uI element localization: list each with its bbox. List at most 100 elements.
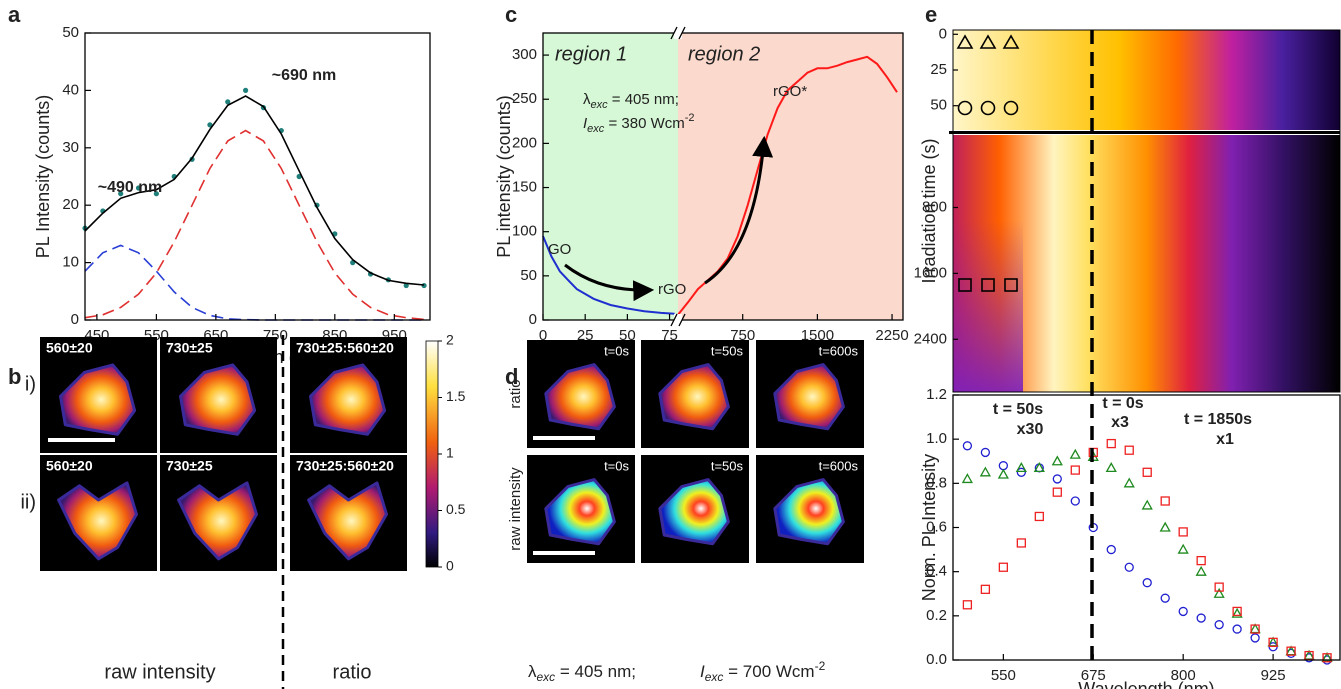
y-tick-label: 0 — [529, 311, 537, 328]
data-point — [118, 191, 124, 197]
triangle-marker — [956, 34, 974, 49]
image-title: 730±25 — [166, 458, 213, 474]
axis-break — [670, 313, 678, 327]
data-point — [207, 122, 213, 128]
image-title: 730±25:560±20 — [296, 458, 394, 474]
data-point — [1124, 562, 1134, 572]
region-label: region 1 — [555, 43, 627, 65]
data-point — [962, 600, 973, 610]
y-tick-label: 40 — [62, 81, 79, 98]
y-tick-label: 0 — [939, 25, 947, 42]
annotation: ~690 nm — [272, 67, 336, 84]
image-title: t=600s — [819, 458, 859, 473]
y-tick-label: 800 — [922, 198, 947, 215]
data-point — [403, 282, 409, 289]
data-point — [1105, 462, 1117, 473]
y-axis-label: PL intensity (counts) — [494, 95, 514, 257]
panel-label: b — [8, 364, 21, 389]
y-tick-label: 1.2 — [926, 386, 947, 403]
data-point — [998, 461, 1009, 471]
legend-label: t = 1850s — [1184, 411, 1252, 428]
panel-label: c — [505, 2, 517, 27]
data-point — [1249, 623, 1261, 634]
square-marker — [1004, 278, 1018, 292]
colorbar-tick-label: 0.5 — [446, 501, 466, 517]
data-point — [961, 473, 973, 484]
particle-image — [59, 363, 137, 436]
data-point — [1213, 587, 1225, 598]
square-marker — [981, 278, 995, 292]
text-part: -2 — [685, 112, 695, 124]
y-tick-label: 25 — [930, 61, 947, 78]
y-tick-label: 0 — [71, 311, 79, 328]
image-title: t=600s — [819, 343, 859, 358]
image-title: 560±20 — [46, 340, 93, 356]
particle-image — [57, 481, 138, 561]
particle-image — [544, 478, 616, 546]
data-point — [1033, 462, 1045, 473]
y-tick-label: 150 — [512, 179, 537, 196]
y-tick-label: 50 — [62, 24, 79, 41]
legend-scale: x1 — [1216, 431, 1234, 448]
data-line — [542, 235, 675, 315]
x-tick-label: 2250 — [875, 327, 908, 344]
data-point — [1052, 474, 1062, 484]
x-tick-label: 800 — [1171, 667, 1196, 684]
circle-marker — [957, 100, 973, 116]
text-part: = 405 nm; — [608, 91, 679, 108]
y-tick-label: 0.2 — [926, 607, 947, 624]
y-tick-label: 30 — [62, 139, 79, 156]
particle-image — [179, 363, 257, 436]
data-point — [1015, 462, 1027, 473]
region-1 — [543, 33, 678, 320]
image-title: 560±20 — [46, 458, 93, 474]
y-tick-label: 200 — [512, 134, 537, 151]
region-label: region 2 — [688, 43, 760, 65]
y-axis-label: PL Intensity (counts) — [33, 95, 53, 258]
data-point — [980, 447, 991, 458]
y-tick-label: 0.8 — [926, 474, 947, 491]
y-tick-label: 250 — [512, 90, 537, 107]
y-tick-label: 50 — [520, 267, 537, 284]
data-point — [1322, 653, 1332, 663]
data-point — [1177, 543, 1189, 554]
axis-break — [670, 26, 678, 40]
heatmap-frame — [952, 29, 1341, 393]
data-point — [1142, 467, 1152, 477]
colorbar — [425, 340, 439, 568]
particle-image — [658, 363, 730, 431]
data-point — [997, 468, 1009, 479]
y-tick-label: 1600 — [914, 264, 947, 281]
rich-text: λexc = 405 nm; — [583, 91, 679, 111]
legend-label: t = 50s — [993, 401, 1043, 418]
text-part: exc — [591, 99, 609, 111]
x-tick-label: 1500 — [801, 327, 834, 344]
data-point — [1070, 465, 1080, 475]
y-tick-label: 2400 — [914, 330, 947, 347]
data-point — [225, 99, 231, 105]
axis-break — [678, 313, 686, 327]
plot-frame — [542, 32, 904, 321]
data-point — [1106, 438, 1116, 449]
square-marker — [958, 278, 972, 292]
axis-break-gap — [674, 314, 682, 326]
particle-image — [658, 478, 730, 546]
text-part: I — [700, 662, 705, 681]
data-point — [1141, 499, 1153, 510]
text-part: I — [583, 115, 587, 132]
particle-image — [544, 363, 616, 431]
data-point — [1196, 613, 1206, 623]
row-label: ratio — [507, 379, 524, 408]
image-title: t=0s — [604, 458, 629, 473]
y-tick-label: 1.0 — [926, 430, 947, 447]
panel-label: a — [8, 2, 21, 27]
y-tick-label: 20 — [62, 196, 79, 213]
image-title: t=50s — [711, 458, 744, 473]
heatmap-shade — [953, 220, 1023, 392]
data-point — [1196, 555, 1206, 566]
column-label: raw intensity — [104, 661, 215, 683]
x-tick-label: 75 — [661, 327, 678, 344]
data-point — [153, 191, 159, 197]
text-part: = 405 nm; — [555, 662, 636, 681]
